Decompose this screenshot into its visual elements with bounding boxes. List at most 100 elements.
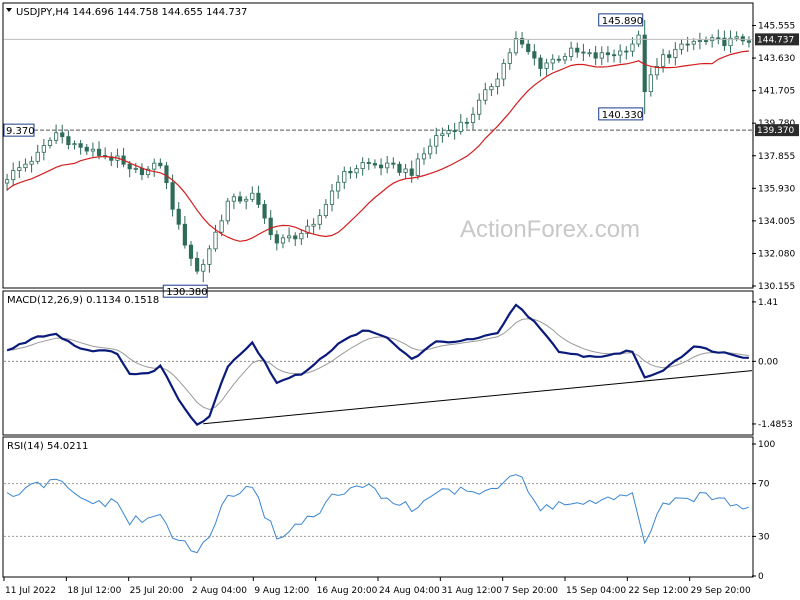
candle	[378, 158, 384, 176]
candle	[23, 158, 28, 172]
candle	[575, 42, 580, 58]
candle	[372, 159, 378, 169]
x-tick-label: 16 Aug 20:00	[317, 586, 378, 596]
candle	[170, 174, 175, 217]
candle-body	[323, 204, 328, 217]
candle	[446, 124, 451, 138]
x-tick-label: 31 Aug 12:00	[441, 586, 502, 596]
candle	[29, 156, 34, 173]
current-price-label: 144.737	[757, 35, 794, 45]
candle-body	[464, 121, 469, 124]
candle-body	[158, 162, 163, 167]
candle-body	[685, 43, 690, 46]
candle	[256, 185, 261, 208]
rsi-header: RSI(14) 54.0211	[7, 441, 88, 452]
candle	[250, 186, 255, 203]
candle-body	[225, 200, 230, 222]
candle-body	[11, 170, 16, 181]
candle-body	[274, 234, 279, 244]
candle	[195, 251, 200, 275]
candle-body	[47, 139, 53, 146]
price-ytick-label: 137.855	[758, 152, 795, 162]
candle	[562, 52, 568, 65]
candle	[624, 46, 629, 60]
price-annotation: 130.380	[162, 284, 208, 298]
candle-body	[170, 182, 175, 210]
candle-body	[35, 151, 40, 162]
candle	[41, 138, 46, 161]
candle-body	[403, 168, 408, 173]
candle-body	[667, 54, 672, 58]
candle	[697, 32, 702, 50]
price-annotation-label: 145.890	[602, 16, 643, 27]
candle-body	[195, 257, 200, 272]
candle-body	[575, 47, 580, 53]
candle	[477, 93, 482, 121]
candle-body	[329, 190, 335, 205]
candle-body	[201, 263, 206, 272]
x-tick-label: 22 Sep 12:00	[628, 586, 688, 596]
candle	[225, 198, 230, 225]
candle-body	[513, 38, 519, 54]
candle	[188, 241, 194, 266]
candle	[237, 191, 243, 204]
candle-body	[391, 162, 396, 165]
candle-body	[41, 145, 46, 153]
price-ytick-label: 132.080	[758, 249, 795, 259]
candle	[342, 166, 347, 190]
candle	[54, 124, 59, 144]
candle	[360, 157, 365, 176]
candle-body	[477, 99, 482, 115]
candle-body	[256, 192, 261, 205]
rsi-ytick-label: 30	[758, 532, 770, 542]
candle	[299, 229, 304, 245]
candle	[421, 147, 427, 165]
candle	[746, 36, 752, 48]
macd-trendline	[203, 370, 753, 425]
price-ytick-label: 134.005	[758, 217, 795, 227]
candle	[268, 210, 273, 241]
candle-body	[734, 36, 739, 39]
price-panel: ActionForex.com 145.555 143.630 141.705 139…	[2, 2, 799, 298]
candle-body	[495, 78, 500, 87]
candle	[605, 46, 611, 63]
candle	[219, 214, 224, 237]
price-annotation-box	[598, 13, 644, 27]
candle	[544, 58, 549, 76]
candle	[440, 127, 445, 143]
candle	[72, 140, 77, 150]
candle-body	[434, 135, 439, 147]
candle-body	[648, 74, 653, 93]
price-panel-frame	[2, 2, 754, 289]
candle	[152, 158, 157, 177]
moving-average-line	[6, 50, 749, 242]
candle	[84, 144, 89, 155]
x-tick-label: 15 Sep 04:00	[566, 586, 626, 596]
macd-y-axis: 1.41 0.00 -1.4853	[752, 298, 793, 430]
candle-body	[519, 38, 525, 45]
macd-ytick-label: -1.4853	[758, 420, 793, 430]
price-annotation-box	[598, 107, 644, 121]
candle-body	[458, 121, 463, 132]
candle-body	[532, 51, 537, 59]
candle	[722, 30, 727, 51]
candle	[336, 175, 341, 199]
watermark: ActionForex.com	[460, 216, 640, 243]
x-tick-label: 29 Sep 20:00	[691, 586, 751, 596]
macd-panel-frame	[2, 290, 754, 436]
candle-body	[90, 148, 95, 152]
candle	[280, 234, 286, 249]
x-axis: 11 Jul 2022 18 Jul 12:00 25 Jul 20:00 2 Aug…	[3, 577, 751, 596]
candle-body	[489, 86, 494, 91]
candle	[391, 157, 396, 169]
candle	[158, 158, 163, 169]
candle	[366, 158, 371, 171]
level-label-left: 9.370	[6, 126, 35, 137]
price-annotation-label: 140.330	[602, 110, 643, 121]
candle	[507, 48, 512, 70]
candle	[397, 161, 402, 176]
candle	[587, 48, 592, 57]
macd-line	[6, 303, 749, 426]
candle-body	[66, 136, 71, 146]
candle	[133, 162, 138, 174]
